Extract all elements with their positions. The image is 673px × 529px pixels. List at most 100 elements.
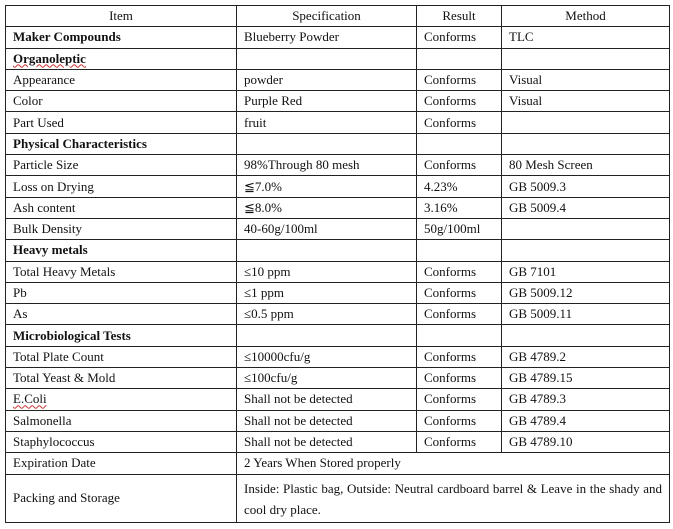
cell-text: Visual xyxy=(509,93,543,109)
cell-item: Ash content xyxy=(5,196,237,219)
cell-method xyxy=(501,111,670,134)
cell-text: 98%Through 80 mesh xyxy=(244,157,360,173)
cell-spec: ≤10 ppm xyxy=(236,260,417,283)
cell-method xyxy=(501,217,670,241)
cell-spec: Purple Red xyxy=(236,90,417,113)
table-row: Particle Size 98%Through 80 mesh Conforms 8… xyxy=(5,154,670,177)
cell-text: Pb xyxy=(13,285,27,300)
expiration-row: Expiration Date 2 Years When Stored prop… xyxy=(5,452,670,475)
cell-spec xyxy=(236,47,417,70)
cell-item: Color xyxy=(5,90,237,113)
cell-text: Total Heavy Metals xyxy=(13,263,116,279)
cell-method: GB 5009.3 xyxy=(501,175,670,198)
cell-text: GB 4789.3 xyxy=(509,391,567,407)
cell-text: ≤0.5 ppm xyxy=(244,306,294,322)
cell-result xyxy=(416,239,502,262)
cell-spec: ≤1 ppm xyxy=(236,281,417,305)
cell-method: GB 4789.10 xyxy=(501,430,670,454)
cell-text: Bulk Density xyxy=(13,221,82,237)
cell-spec: Blueberry Powder xyxy=(236,26,417,49)
table-row: Ash content ≦8.0% 3.16% GB 5009.4 xyxy=(5,196,670,219)
cell-spec xyxy=(236,132,417,156)
cell-text: Conforms xyxy=(424,306,476,322)
cell-method: GB 4789.15 xyxy=(501,367,670,390)
table-row: Total Heavy Metals ≤10 ppm Conforms GB 7101 xyxy=(5,260,670,283)
cell-text: Total Yeast & Mold xyxy=(13,370,116,386)
cell-method xyxy=(501,239,670,262)
cell-spec: 98%Through 80 mesh xyxy=(236,154,417,177)
table-row: Loss on Drying ≦7.0% 4.23% GB 5009.3 xyxy=(5,175,670,198)
cell-text: As xyxy=(13,306,28,322)
table-row: Heavy metals xyxy=(5,239,670,262)
cell-text: Conforms xyxy=(424,72,476,88)
cell-item: Heavy metals xyxy=(5,239,237,262)
cell-text: Conforms xyxy=(424,391,476,407)
cell-method: TLC xyxy=(501,26,670,49)
cell-text: GB 7101 xyxy=(509,263,557,279)
cell-result: Conforms xyxy=(416,260,502,283)
table-row: Salmonella Shall not be detected Conforms G… xyxy=(5,409,670,432)
cell-text: Salmonella xyxy=(13,412,72,428)
cell-result: Conforms xyxy=(416,345,502,369)
cell-text: GB 4789.2 xyxy=(509,348,567,364)
cell-method: GB 7101 xyxy=(501,260,670,283)
cell-text: Conforms xyxy=(424,114,476,130)
cell-method: 80 Mesh Screen xyxy=(501,154,670,177)
cell-text: Physical Characteristics xyxy=(13,135,147,151)
cell-text: fruit xyxy=(244,114,267,130)
cell-item: E.Coli xyxy=(5,388,237,411)
cell-text: E.Coli xyxy=(13,391,47,407)
expiration-value: 2 Years When Stored properly xyxy=(236,452,670,475)
cell-result: Conforms xyxy=(416,303,502,326)
cell-item: Appearance xyxy=(5,68,237,92)
cell-result: Conforms xyxy=(416,388,502,411)
cell-method xyxy=(501,132,670,156)
cell-text: Appearance xyxy=(13,72,76,88)
cell-item: As xyxy=(5,303,237,326)
cell-text: Conforms xyxy=(424,370,476,386)
cell-spec: ≦7.0% xyxy=(236,175,417,198)
cell-method: GB 4789.3 xyxy=(501,388,670,411)
cell-result: Conforms xyxy=(416,367,502,390)
cell-text: Conforms xyxy=(424,412,476,428)
cell-item: Staphylococcus xyxy=(5,430,237,454)
cell-result: Conforms xyxy=(416,281,502,305)
cell-spec xyxy=(236,324,417,347)
cell-text: GB 4789.4 xyxy=(509,412,567,428)
table-row: Appearance powder Conforms Visual xyxy=(5,68,670,92)
cell-text: Loss on Drying xyxy=(13,178,94,194)
cell-text: Conforms xyxy=(424,285,476,300)
cell-text: Heavy metals xyxy=(13,242,88,258)
header-method: Method xyxy=(501,4,670,28)
cell-text: GB 4789.15 xyxy=(509,370,573,386)
packing-value: Inside: Plastic bag, Outside: Neutral ca… xyxy=(236,473,670,523)
cell-item: Salmonella xyxy=(5,409,237,432)
cell-spec: fruit xyxy=(236,111,417,134)
cell-method: GB 4789.4 xyxy=(501,409,670,432)
table-row: As ≤0.5 ppm Conforms GB 5009.11 xyxy=(5,303,670,326)
cell-spec: 40-60g/100ml xyxy=(236,217,417,241)
cell-text: Conforms xyxy=(424,348,476,364)
cell-spec: ≦8.0% xyxy=(236,196,417,219)
cell-text: GB 5009.11 xyxy=(509,306,573,322)
cell-text: ≤1 ppm xyxy=(244,285,284,300)
header-specification: Specification xyxy=(236,4,417,28)
cell-result: 4.23% xyxy=(416,175,502,198)
cell-item: Total Yeast & Mold xyxy=(5,367,237,390)
cell-item: Part Used xyxy=(5,111,237,134)
table-row: Staphylococcus Shall not be detected Confo… xyxy=(5,430,670,454)
cell-text: GB 4789.10 xyxy=(509,434,573,450)
cell-text: ≤10 ppm xyxy=(244,263,291,279)
cell-item: Microbiological Tests xyxy=(5,324,237,347)
cell-text: 4.23% xyxy=(424,178,458,194)
expiration-label: Expiration Date xyxy=(5,452,237,475)
cell-result: Conforms xyxy=(416,409,502,432)
cell-item: Bulk Density xyxy=(5,217,237,241)
cell-text: GB 5009.4 xyxy=(509,199,567,215)
cell-result xyxy=(416,47,502,70)
cell-item: Loss on Drying xyxy=(5,175,237,198)
specification-table: Item Specification Result Method Maker C… xyxy=(5,4,670,523)
cell-text: 50g/100ml xyxy=(424,221,481,237)
cell-text: 80 Mesh Screen xyxy=(509,157,593,173)
table-row: Maker Compounds Blueberry Powder Conforms T… xyxy=(5,26,670,49)
